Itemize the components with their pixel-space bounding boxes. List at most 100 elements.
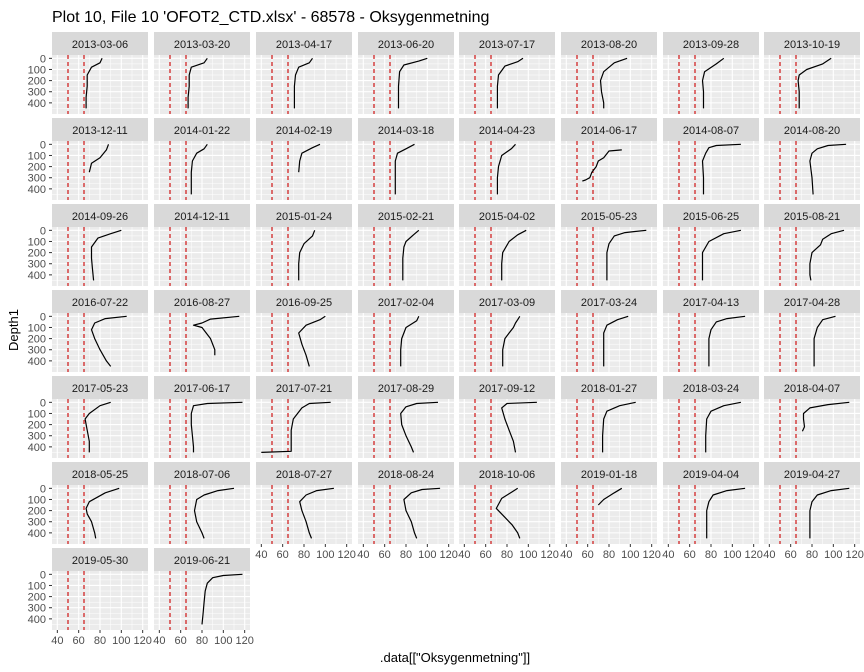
y-tick-label: 0 [40, 397, 46, 409]
profile-line [496, 57, 524, 109]
facet-strip-label: 2017-04-13 [683, 297, 739, 309]
y-tick-label: 100 [28, 236, 46, 248]
facet-strip [256, 376, 352, 399]
y-tick-label: 300 [28, 345, 46, 357]
facet-strip [459, 118, 555, 141]
facet-strip [358, 376, 454, 399]
x-tick-label: 40 [560, 549, 572, 561]
facet-strip-label: 2013-09-28 [683, 39, 739, 51]
x-tick-label: 60 [73, 635, 85, 647]
facet-panel: 2014-03-18 [358, 118, 454, 200]
facet-strip-label: 2017-03-24 [581, 297, 637, 309]
y-tick-label: 200 [28, 76, 46, 88]
profile-line [502, 315, 521, 367]
facet-strip-label: 2016-07-22 [72, 297, 128, 309]
facet-strip-label: 2013-08-20 [581, 39, 637, 51]
facet-strip-label: 2014-12-11 [174, 211, 229, 223]
facet-strip [764, 462, 860, 485]
facet-strip-label: 2013-12-11 [72, 125, 127, 137]
facet-strip [256, 32, 352, 55]
x-tick-label: 60 [379, 549, 391, 561]
y-tick-label: 300 [28, 517, 46, 529]
facet-strip [256, 118, 352, 141]
facet-strip [256, 204, 352, 227]
profile-line [400, 401, 439, 453]
facet-strip [154, 290, 250, 313]
facet-strip-label: 2017-03-09 [479, 297, 535, 309]
x-tick-label: 100 [621, 549, 639, 561]
facet-panel: 2017-06-17 [154, 376, 250, 458]
chart-title: Plot 10, File 10 'OFOT2_CTD.xlsx' - 6857… [52, 9, 489, 26]
x-tick-label: 100 [418, 549, 436, 561]
facet-strip [764, 290, 860, 313]
y-tick-label: 400 [28, 270, 46, 282]
x-tick-label: 120 [133, 635, 151, 647]
y-tick-label: 200 [28, 420, 46, 432]
facet-strip-label: 2014-08-07 [683, 125, 739, 137]
x-tick-label: 60 [785, 549, 797, 561]
facet-strip-label: 2015-08-21 [784, 211, 840, 223]
profile-line [299, 487, 334, 539]
x-tick-label: 80 [298, 549, 310, 561]
profile-line [495, 487, 521, 539]
facet-strip [561, 118, 657, 141]
facet-strip [52, 376, 148, 399]
x-tick-label: 120 [642, 549, 660, 561]
facet-strip-label: 2013-06-20 [378, 39, 434, 51]
facet-strip-label: 2013-04-17 [276, 39, 332, 51]
facet-strip-label: 2014-04-23 [479, 125, 535, 137]
x-tick-label: 100 [723, 549, 741, 561]
x-tick-label: 40 [763, 549, 775, 561]
facet-strip [154, 32, 250, 55]
facet-strip-label: 2019-04-27 [784, 469, 840, 481]
profile-line [298, 315, 326, 367]
facet-panel: 2014-08-20 [764, 118, 860, 200]
facet-panel: 2019-06-21 40 60 80 100 120 [153, 548, 254, 647]
facet-strip [663, 290, 759, 313]
facet-strip [256, 462, 352, 485]
profile-line [190, 401, 243, 453]
facet-panel: 2013-08-20 [561, 32, 657, 114]
facet-strip-label: 2018-05-25 [72, 469, 128, 481]
y-tick-label: 400 [28, 356, 46, 368]
facet-strip-label: 2014-06-17 [581, 125, 637, 137]
profile-line [201, 573, 243, 625]
x-axis-title: .data[["Oksygenmetning"]] [380, 650, 530, 665]
facet-strip-label: 2018-04-07 [784, 383, 840, 395]
y-tick-label: 300 [28, 173, 46, 185]
profile-line [193, 487, 235, 539]
y-axis-title: Depth1 [6, 309, 21, 351]
y-tick-label: 200 [28, 334, 46, 346]
y-tick-label: 400 [28, 528, 46, 540]
facet-strip-label: 2015-02-21 [378, 211, 434, 223]
facet-panel: 2016-08-27 [154, 290, 250, 372]
facet-strip-label: 2019-04-04 [683, 469, 739, 481]
facet-strip-label: 2018-07-27 [276, 469, 332, 481]
facet-panel: 2013-07-17 [459, 32, 555, 114]
profile-line [705, 401, 742, 453]
y-tick-label: 400 [28, 184, 46, 196]
profile-line [708, 315, 746, 367]
y-tick-label: 0 [40, 569, 46, 581]
facet-strip [764, 204, 860, 227]
facet-panel: 2019-01-18 40 60 80 100 120 [560, 462, 661, 561]
facet-panel: 2014-02-19 [256, 118, 352, 200]
facet-panel: 2015-01-24 [256, 204, 352, 286]
facet-strip [663, 462, 759, 485]
facet-strip [764, 376, 860, 399]
x-tick-label: 80 [705, 549, 717, 561]
profile-line [606, 229, 647, 281]
facet-panel: 2013-06-20 [358, 32, 454, 114]
facet-panel: 2018-04-07 [764, 376, 860, 458]
y-tick-label: 100 [28, 494, 46, 506]
y-tick-label: 400 [28, 442, 46, 454]
profile-line [601, 401, 636, 453]
facet-strip [561, 462, 657, 485]
facet-panel: 2017-07-21 [256, 376, 352, 458]
facet-strip-label: 2014-03-18 [378, 125, 434, 137]
facet-strip [764, 118, 860, 141]
profile-line [90, 315, 127, 367]
facet-strip [52, 118, 148, 141]
